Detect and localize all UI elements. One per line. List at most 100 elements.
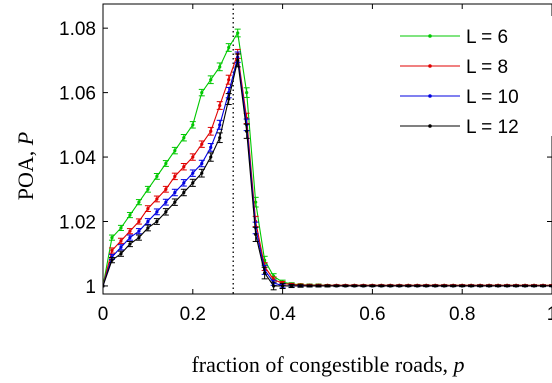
data-point xyxy=(236,58,240,62)
data-point xyxy=(227,45,231,50)
data-point xyxy=(334,284,339,288)
y-tick-label: 1 xyxy=(85,277,96,298)
legend-label: L = 12 xyxy=(466,117,519,138)
data-point xyxy=(182,181,186,185)
data-point xyxy=(155,174,159,178)
data-point xyxy=(514,284,518,288)
data-point xyxy=(173,174,177,178)
data-point xyxy=(370,284,374,288)
data-point xyxy=(119,226,123,230)
data-point xyxy=(209,78,213,82)
data-point xyxy=(236,31,240,35)
legend-marker xyxy=(428,124,432,128)
data-point xyxy=(155,197,159,201)
data-point xyxy=(379,284,383,288)
data-point xyxy=(137,219,141,224)
data-point xyxy=(164,210,168,214)
data-point xyxy=(128,213,132,217)
data-point xyxy=(146,226,150,230)
data-point xyxy=(263,271,267,275)
data-point xyxy=(406,284,410,288)
data-point xyxy=(505,284,509,288)
data-point xyxy=(110,258,114,262)
legend-label: L = 6 xyxy=(466,27,508,48)
data-point xyxy=(469,284,473,288)
data-point xyxy=(298,284,303,288)
data-point xyxy=(209,129,213,133)
y-tick-label: 1.02 xyxy=(59,213,96,234)
data-point xyxy=(200,142,204,146)
y-tick-label: 1.04 xyxy=(59,148,96,169)
data-point xyxy=(352,284,357,288)
data-point xyxy=(200,171,204,175)
data-point xyxy=(343,284,348,288)
data-point xyxy=(523,284,527,288)
data-point xyxy=(487,284,491,288)
x-tick-label: 1 xyxy=(547,304,552,325)
legend-item: L = 10 xyxy=(400,87,519,108)
data-point xyxy=(119,252,123,256)
data-point xyxy=(227,78,231,82)
y-axis-title: POA, P xyxy=(13,132,38,200)
data-point xyxy=(218,136,222,140)
y-axis-title-text: POA, xyxy=(13,145,38,200)
data-point xyxy=(137,236,141,240)
data-point xyxy=(182,190,186,195)
y-tick-label: 1.08 xyxy=(59,19,96,40)
data-point xyxy=(254,200,258,204)
x-tick-label: 0.8 xyxy=(449,304,475,325)
data-point xyxy=(200,91,204,95)
legend-label: L = 10 xyxy=(466,87,519,108)
data-point xyxy=(182,165,186,169)
data-point xyxy=(218,103,222,108)
data-point xyxy=(307,284,312,288)
data-point xyxy=(191,123,195,127)
legend-label: L = 8 xyxy=(466,57,508,78)
data-point xyxy=(424,284,428,288)
data-point xyxy=(191,155,195,159)
data-point xyxy=(218,123,222,127)
data-point xyxy=(272,284,276,288)
data-point xyxy=(415,284,419,288)
data-point xyxy=(155,219,159,224)
legend-item: L = 6 xyxy=(400,27,508,48)
x-tick-label: 0.2 xyxy=(180,304,206,325)
data-point xyxy=(460,284,464,288)
data-point xyxy=(442,284,446,288)
data-point xyxy=(128,242,132,246)
data-point xyxy=(478,284,482,288)
data-point xyxy=(119,239,123,243)
legend: L = 6 L = 8 L = 10 L = 12 xyxy=(388,16,552,138)
data-point xyxy=(164,187,168,191)
legend-item: L = 12 xyxy=(400,117,519,138)
x-axis-title-text: fraction of congestible roads, xyxy=(191,352,453,377)
data-point xyxy=(191,171,195,175)
data-point xyxy=(397,284,401,288)
data-point xyxy=(119,245,123,249)
data-point xyxy=(325,284,330,288)
x-axis-title: fraction of congestible roads, p xyxy=(191,352,464,377)
data-point xyxy=(110,236,114,240)
series-layer xyxy=(103,28,552,291)
data-point xyxy=(146,219,150,224)
data-point xyxy=(182,136,186,140)
data-point xyxy=(128,236,132,240)
data-point xyxy=(496,284,500,288)
data-point xyxy=(289,284,294,288)
data-point xyxy=(361,284,366,288)
x-tick-label: 0.6 xyxy=(359,304,385,325)
legend-item: L = 8 xyxy=(400,57,508,78)
data-point xyxy=(103,284,105,288)
data-point xyxy=(388,284,392,288)
legend-marker xyxy=(428,94,432,98)
data-point xyxy=(128,229,132,233)
series-4 xyxy=(103,53,552,291)
x-axis-title-var: p xyxy=(452,352,465,377)
data-point xyxy=(254,232,258,236)
data-point xyxy=(532,284,536,288)
data-point xyxy=(433,284,437,288)
data-point xyxy=(173,149,177,153)
data-point xyxy=(316,284,321,288)
y-axis-title-var: P xyxy=(13,132,38,146)
